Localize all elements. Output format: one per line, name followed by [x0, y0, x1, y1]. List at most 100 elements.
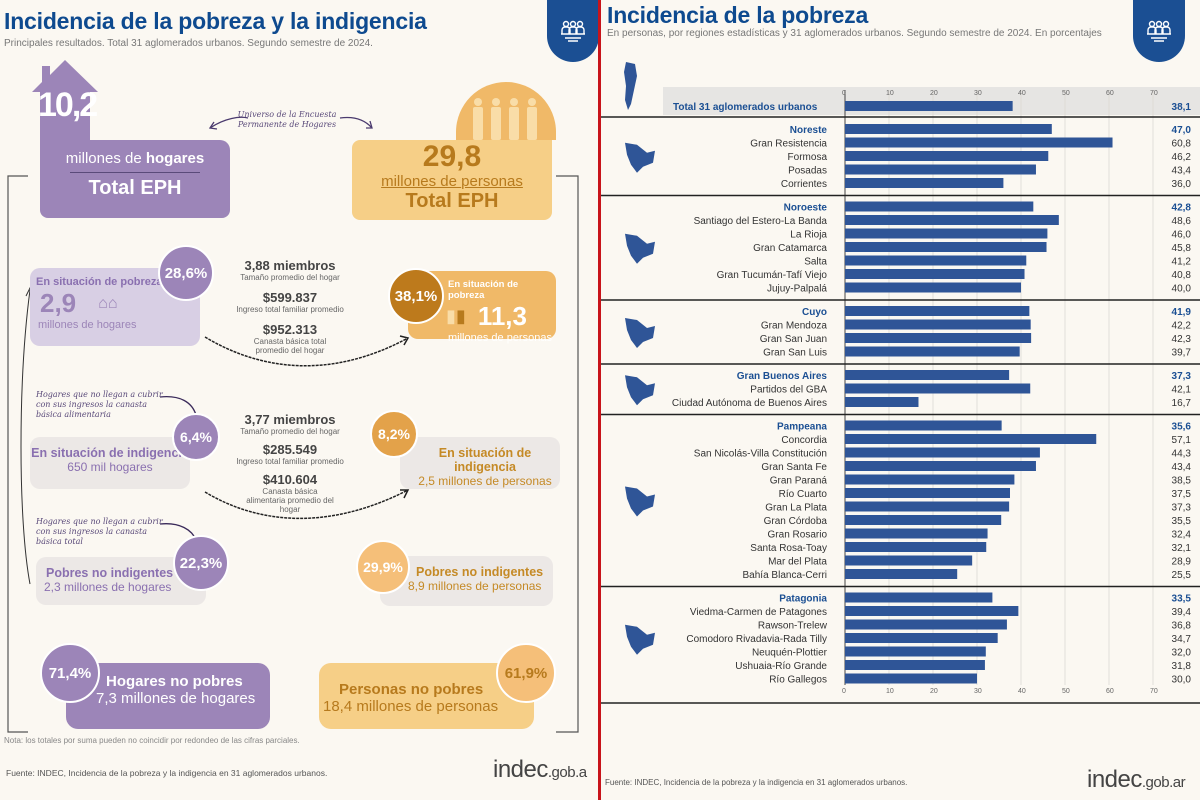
- pobres-no-indig-hogares-unit: 2,3 millones de hogares: [44, 580, 172, 594]
- city-bar: [845, 282, 1021, 293]
- city-label: Río Gallegos: [769, 675, 827, 686]
- city-label: Gran Mendoza: [761, 321, 828, 332]
- city-label: Gran Tucumán-Tafí Viejo: [717, 270, 828, 281]
- indigencia-hogares-box: En situación de indigencia 650 mil hogar…: [30, 437, 190, 489]
- universe-note: Universo de la Encuesta Permanente de Ho…: [237, 110, 337, 129]
- x-tick-label-bottom: 40: [1018, 688, 1026, 695]
- city-value: 42,2: [1172, 321, 1192, 332]
- city-value: 37,5: [1172, 489, 1192, 500]
- x-tick-label-top: 40: [1018, 90, 1026, 97]
- connector-lines: [7, 116, 579, 733]
- city-bar: [845, 346, 1020, 357]
- city-value: 48,6: [1172, 216, 1192, 227]
- x-tick-label-top: 60: [1106, 90, 1114, 97]
- region-value: 37,3: [1172, 371, 1192, 382]
- pampeana-map-icon: [625, 486, 655, 517]
- indigencia-personas-box: En situación de indigencia 2,5 millones …: [400, 437, 560, 489]
- right-title: Incidencia de la pobreza: [607, 2, 869, 28]
- right-badge: [1133, 0, 1185, 62]
- pobreza-stat-label: Canasta básica total promedio del hogar: [253, 337, 327, 355]
- city-value: 32,4: [1172, 530, 1192, 541]
- city-value: 45,8: [1172, 243, 1192, 254]
- right-fuente: Fuente: INDEC, Incidencia de la pobreza …: [605, 778, 908, 787]
- city-label: Bahía Blanca-Cerri: [743, 570, 827, 581]
- region-label: Patagonia: [779, 594, 827, 605]
- logo-suffix: .gob.a: [547, 764, 587, 781]
- region-label: Cuyo: [802, 307, 827, 318]
- hogares-unit-bold: hogares: [145, 150, 205, 167]
- pobreza-stat-label: Ingreso total familiar promedio: [236, 305, 344, 314]
- city-value: 57,1: [1172, 435, 1192, 446]
- city-bar: [845, 619, 1007, 630]
- x-tick-label-bottom: 10: [886, 688, 894, 695]
- personas-total-value: 29,8: [422, 140, 482, 173]
- city-label: Gran Rosario: [768, 530, 828, 541]
- indigencia-stat-label: Tamaño promedio del hogar: [240, 427, 340, 436]
- personas-unit-pre: millones de: [381, 173, 462, 190]
- right-chart-panel: Incidencia de la pobreza En personas, po…: [601, 0, 1200, 800]
- left-title: Incidencia de la pobreza y la indigencia: [4, 8, 427, 34]
- hogares-total-value: 10,2: [38, 86, 98, 124]
- x-tick-label-bottom: 50: [1062, 688, 1070, 695]
- no-pobres-hogares-label: Hogares no pobres: [106, 673, 243, 690]
- city-label: La Rioja: [790, 230, 827, 241]
- argentina-map-icon: [624, 62, 637, 110]
- personas-total-box: 29,8 millones de personas Total EPH: [352, 140, 552, 220]
- total-value: 38,1: [1172, 102, 1192, 113]
- city-value: 35,5: [1172, 516, 1192, 527]
- x-tick-label-bottom: 30: [974, 688, 982, 695]
- x-tick-label-bottom: 0: [842, 688, 846, 695]
- city-bar: [845, 542, 987, 552]
- region-bar: [845, 124, 1052, 134]
- pobreza-personas-value: 11,3: [477, 301, 527, 331]
- city-value: 36,8: [1172, 621, 1192, 632]
- city-bar: [845, 501, 1010, 512]
- city-value: 43,4: [1172, 462, 1192, 473]
- city-bar: [845, 269, 1025, 279]
- city-value: 32,0: [1172, 648, 1192, 659]
- people-group-icon: [561, 20, 585, 42]
- logo-main: indec: [493, 756, 548, 783]
- city-label: Mar del Plata: [768, 557, 827, 568]
- city-bar: [845, 383, 1031, 394]
- pobreza-personas-unit: millones de personas: [448, 332, 552, 344]
- no-pobres-personas-pct: 61,9%: [496, 643, 556, 703]
- right-subtitle: En personas, por regiones estadísticas y…: [607, 28, 1102, 39]
- city-label: Neuquén-Plottier: [752, 648, 828, 659]
- city-bar: [845, 319, 1031, 330]
- city-bar: [845, 137, 1113, 148]
- city-bar: [845, 228, 1048, 239]
- left-subtitle: Principales resultados. Total 31 aglomer…: [4, 38, 373, 49]
- city-label: Formosa: [788, 152, 828, 163]
- noreste-map-icon: [625, 142, 655, 173]
- city-label: Río Cuarto: [779, 489, 828, 500]
- city-bar: [845, 528, 988, 539]
- city-label: San Nicolás-Villa Constitución: [694, 449, 827, 460]
- left-infographic: Incidencia de la pobreza y la indigencia…: [0, 0, 599, 800]
- region-label: Gran Buenos Aires: [737, 371, 828, 382]
- indigencia-personas-pct: 8,2%: [370, 410, 418, 458]
- panel-divider: [598, 0, 601, 800]
- city-label: Partidos del GBA: [750, 385, 827, 396]
- city-label: Gran Córdoba: [764, 516, 828, 527]
- indec-logo: indec.gob.ar: [1087, 766, 1186, 794]
- city-value: 44,3: [1172, 449, 1192, 460]
- gba-map-icon: [625, 375, 655, 406]
- indigencia-stat-label: Canasta básica alimentaria promedio del …: [246, 487, 334, 514]
- indigencia-stat-value: 3,77 miembros: [244, 412, 336, 427]
- left-badge: [547, 0, 599, 62]
- people-group-icon: [1147, 20, 1171, 42]
- people-figures-icon: [473, 98, 537, 140]
- city-value: 38,5: [1172, 476, 1192, 487]
- city-bar: [845, 178, 1004, 188]
- city-value: 46,0: [1172, 230, 1192, 241]
- city-value: 36,0: [1172, 179, 1192, 190]
- pobreza-hogares-pct: 28,6%: [158, 245, 214, 301]
- city-bar: [845, 333, 1032, 343]
- city-label: Salta: [804, 257, 827, 268]
- region-value: 42,8: [1172, 203, 1192, 214]
- city-value: 30,0: [1172, 675, 1192, 686]
- city-label: Gran La Plata: [765, 503, 827, 514]
- city-bar: [845, 555, 973, 566]
- city-value: 32,1: [1172, 543, 1192, 554]
